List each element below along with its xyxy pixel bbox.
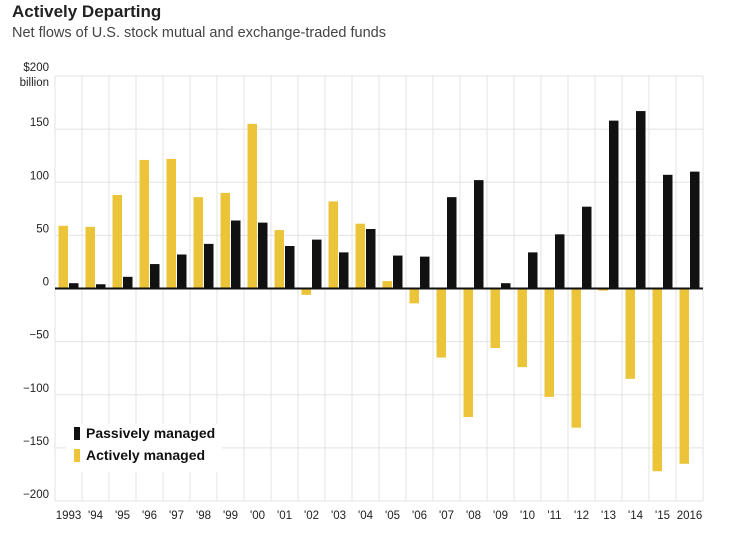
- bar: [420, 256, 430, 289]
- bar: [490, 288, 500, 348]
- bar: [382, 281, 392, 289]
- bar: [96, 284, 106, 289]
- bar: [447, 197, 457, 289]
- bar: [501, 283, 511, 289]
- bar: [528, 252, 538, 289]
- chart-subtitle: Net flows of U.S. stock mutual and excha…: [12, 25, 386, 41]
- bar: [204, 243, 214, 289]
- y-axis-unit-label: billion: [20, 77, 49, 89]
- legend-swatch: [74, 449, 80, 462]
- bar: [598, 288, 608, 291]
- bar: [285, 246, 295, 289]
- bar: [301, 288, 311, 295]
- legend-label: Passively managed: [86, 425, 215, 441]
- x-tick-label: '10: [520, 510, 535, 522]
- bar: [663, 174, 673, 289]
- x-tick-label: '96: [142, 510, 157, 522]
- bar: [652, 288, 662, 472]
- x-tick-label: '11: [547, 510, 561, 522]
- x-tick-label: '07: [439, 510, 454, 522]
- bar: [166, 158, 176, 289]
- bar: [258, 222, 268, 289]
- x-tick-label: '97: [169, 510, 184, 522]
- bar: [582, 206, 592, 289]
- bar: [312, 239, 322, 289]
- chart-title: Actively Departing: [12, 2, 162, 21]
- y-tick-label: 50: [36, 223, 49, 235]
- x-tick-label: '14: [628, 510, 644, 522]
- bar: [247, 123, 257, 289]
- bar: [112, 195, 122, 289]
- bar: [690, 171, 700, 289]
- bar: [393, 255, 403, 289]
- bar: [58, 225, 68, 289]
- bar: [571, 288, 581, 428]
- bar: [474, 180, 484, 289]
- x-tick-label: '13: [601, 510, 616, 522]
- x-tick-label: '02: [304, 510, 319, 522]
- x-tick-label: '95: [115, 510, 130, 522]
- y-axis-labels: $200 billion 150 100 50 0 −50 −100 −150 −200: [20, 62, 49, 501]
- x-tick-label: '04: [358, 510, 374, 522]
- legend-label: Actively managed: [86, 447, 205, 463]
- x-tick-label: '99: [223, 510, 238, 522]
- x-tick-label: 2016: [677, 510, 703, 522]
- y-tick-label: −50: [29, 330, 49, 342]
- x-tick-label: '98: [196, 510, 211, 522]
- bar: [85, 226, 95, 289]
- y-tick-label: −150: [23, 436, 49, 448]
- x-tick-label: '15: [655, 510, 670, 522]
- bar: [366, 229, 376, 289]
- x-tick-label: '94: [88, 510, 104, 522]
- x-tick-label: 1993: [56, 510, 82, 522]
- bar: [150, 264, 160, 289]
- x-tick-label: '00: [250, 510, 265, 522]
- legend: Passively managed Actively managed: [66, 424, 222, 472]
- bar: [625, 288, 635, 379]
- y-tick-label: $200: [23, 62, 49, 74]
- bar: [555, 234, 565, 289]
- bar: [69, 283, 79, 289]
- bar: [231, 220, 241, 289]
- bars: [58, 111, 700, 472]
- bar: [220, 192, 230, 289]
- x-tick-label: '09: [493, 510, 508, 522]
- x-tick-label: '05: [385, 510, 400, 522]
- legend-background: [66, 424, 222, 472]
- bar: [193, 197, 203, 289]
- y-tick-label: 0: [43, 277, 49, 289]
- bar: [139, 159, 149, 289]
- x-axis-labels: 1993 '94 '95 '96 '97 '98 '99 '00 '01 '02 '03 '04 '05…: [56, 510, 703, 522]
- bar: [177, 254, 187, 289]
- y-tick-label: −200: [23, 489, 49, 501]
- y-tick-label: 150: [30, 117, 49, 129]
- bar: [679, 288, 689, 464]
- bar: [355, 223, 365, 289]
- x-tick-label: '03: [331, 510, 346, 522]
- bar: [436, 288, 446, 358]
- legend-swatch: [74, 427, 80, 440]
- bar: [339, 252, 349, 289]
- bar: [123, 276, 133, 289]
- x-tick-label: '12: [574, 510, 589, 522]
- x-tick-label: '08: [466, 510, 481, 522]
- bar: [409, 288, 419, 304]
- bar: [463, 288, 473, 418]
- x-tick-label: '06: [412, 510, 427, 522]
- y-tick-label: −100: [23, 383, 49, 395]
- y-tick-label: 100: [30, 170, 49, 182]
- bar: [636, 111, 646, 289]
- x-tick-label: '01: [277, 510, 292, 522]
- bar: [328, 201, 338, 289]
- bar: [517, 288, 527, 368]
- bar: [609, 120, 619, 289]
- bar: [544, 288, 554, 397]
- bar: [274, 230, 284, 289]
